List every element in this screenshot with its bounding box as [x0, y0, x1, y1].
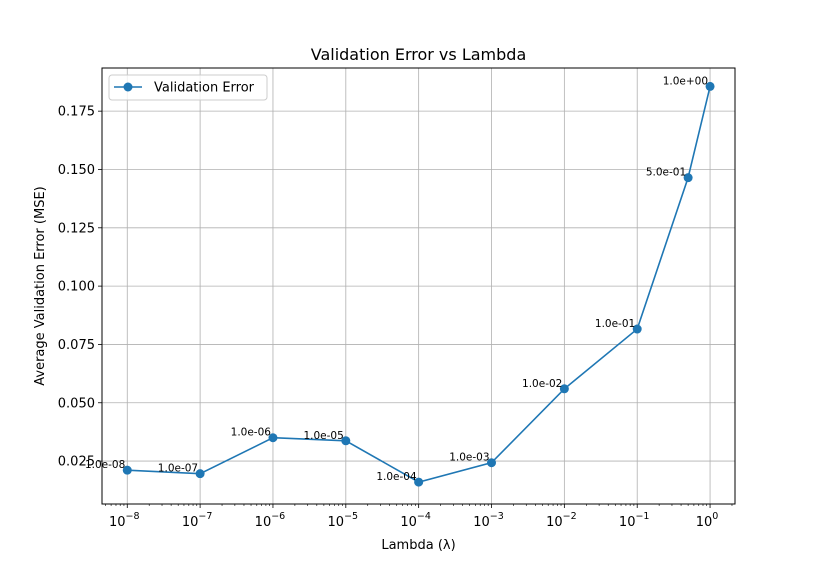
x-tick-label: 10−2 — [546, 511, 577, 530]
point-label: 1.0e+00 — [663, 75, 708, 87]
y-tick-label: 0.150 — [58, 163, 95, 178]
data-point — [414, 477, 424, 487]
x-tick-label: 10−7 — [182, 511, 213, 530]
data-point — [559, 384, 569, 394]
x-tick-label: 10−8 — [109, 511, 140, 530]
y-tick-label: 0.025 — [58, 455, 95, 470]
y-tick-label: 0.100 — [58, 280, 95, 295]
y-tick-label: 0.050 — [58, 396, 95, 411]
point-label: 1.0e-06 — [231, 427, 272, 439]
tick-layer: 10−8 10−7 10−6 10−5 10−4 10−3 10−2 10−1 100 0.025… — [58, 105, 719, 530]
data-point — [632, 324, 642, 334]
legend-marker-icon — [123, 82, 133, 92]
y-axis-title: Average Validation Error (MSE) — [33, 186, 48, 386]
data-point — [705, 81, 715, 91]
chart-title: Validation Error vs Lambda — [311, 45, 527, 64]
data-point — [122, 465, 132, 475]
point-label: 1.0e-08 — [85, 459, 125, 471]
point-label: 1.0e-02 — [522, 378, 562, 390]
data-point — [683, 173, 693, 183]
x-tick-label: 10−1 — [619, 511, 650, 530]
series-line — [127, 86, 711, 483]
x-tick-label: 10−6 — [255, 511, 286, 530]
legend-box — [108, 74, 268, 101]
x-tick-label: 100 — [696, 511, 719, 530]
series-layer: 1.0e-08 1.0e-07 1.0e-06 1.0e-05 1.0e-04 1.0e-… — [85, 75, 715, 487]
data-point — [195, 469, 205, 479]
point-label: 1.0e-04 — [376, 471, 417, 483]
legend-label: Validation Error — [154, 81, 255, 96]
x-tick-label: 10−4 — [400, 511, 431, 530]
point-label: 5.0e-01 — [646, 167, 686, 179]
data-point — [487, 458, 497, 468]
x-tick-label: 10−5 — [328, 511, 359, 530]
y-tick-label: 0.125 — [58, 221, 95, 236]
y-tick-label: 0.175 — [58, 105, 95, 120]
x-axis-title: Lambda (λ) — [381, 538, 455, 553]
point-label: 1.0e-07 — [158, 463, 198, 475]
point-label: 1.0e-05 — [303, 430, 343, 442]
point-label: 1.0e-01 — [595, 318, 635, 330]
legend: Validation Error — [108, 74, 268, 101]
data-point — [268, 433, 278, 443]
point-label: 1.0e-03 — [449, 452, 489, 464]
grid — [102, 68, 735, 504]
y-tick-label: 0.075 — [58, 338, 95, 353]
data-point — [341, 436, 351, 446]
x-tick-label: 10−3 — [473, 511, 504, 530]
